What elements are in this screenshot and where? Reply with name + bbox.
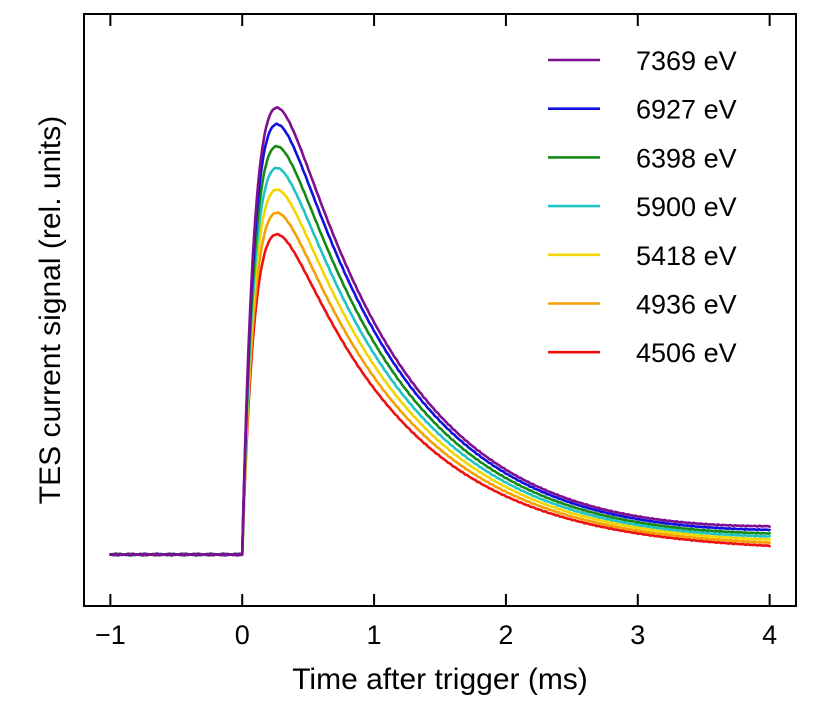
legend-label: 4506 eV — [636, 338, 737, 368]
legend-label: 5418 eV — [636, 241, 737, 271]
series-layer — [109, 106, 771, 557]
x-tick-label: 4 — [762, 620, 777, 650]
y-axis-label: TES current signal (rel. units) — [34, 116, 67, 504]
legend-label: 4936 eV — [636, 290, 737, 320]
x-tick-label: 1 — [367, 620, 382, 650]
plot-frame — [83, 13, 797, 607]
x-tick-label: −1 — [95, 620, 126, 650]
legend: 7369 eV 6927 eV 6398 eV 5900 eV 5418 eV 4936 … — [548, 46, 737, 368]
legend-label: 6927 eV — [636, 95, 737, 125]
x-tick-label: 2 — [498, 620, 513, 650]
series-line-7369-ev — [109, 106, 771, 557]
legend-label: 6398 eV — [636, 143, 737, 173]
x-axis-label: Time after trigger (ms) — [292, 663, 588, 696]
legend-label: 7369 eV — [636, 46, 737, 76]
legend-label: 5900 eV — [636, 192, 737, 222]
x-tick-label: 3 — [630, 620, 645, 650]
x-tick-label: 0 — [235, 620, 250, 650]
x-axis-ticks: −1 0 1 2 3 4 — [95, 14, 777, 650]
